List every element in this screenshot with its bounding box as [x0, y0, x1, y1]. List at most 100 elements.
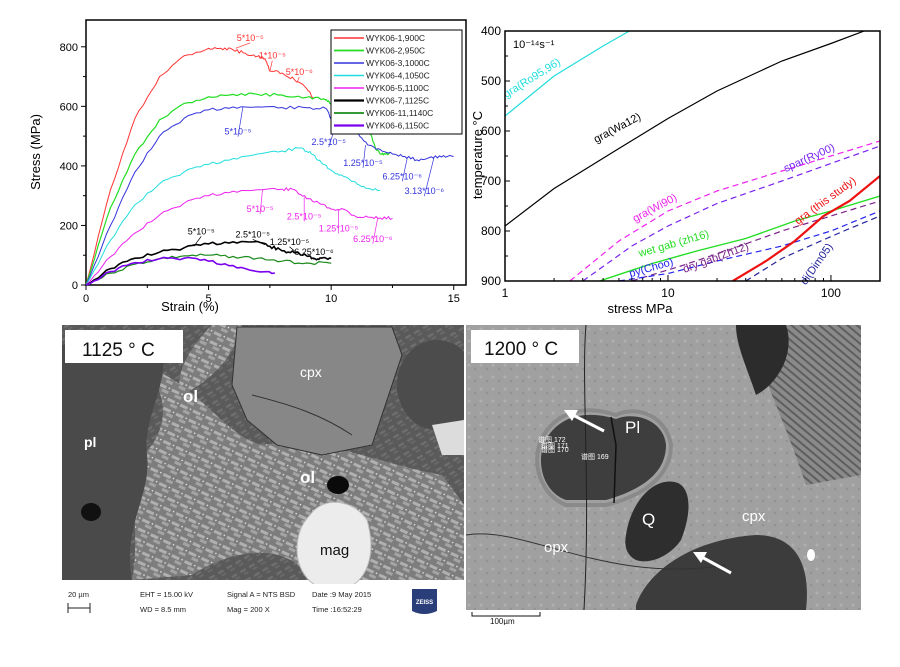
annotation-leader — [269, 60, 273, 72]
flow-law-line-gra-this-study — [732, 175, 880, 281]
strain-rate-annotation: 1.25*10⁻⁵ — [270, 237, 310, 247]
spot-label: 谱图 172 — [538, 435, 566, 444]
strain-rate-annotation: 5*10⁻⁵ — [188, 226, 215, 236]
spot-label: 谱图 171 — [541, 441, 569, 450]
flow-law-label: gra(Wi90) — [631, 192, 679, 225]
strain-rate-annotation: 5*10⁻⁵ — [237, 33, 264, 43]
phase-label-cpx: cpx — [742, 508, 766, 525]
signal-value: Signal A = NTS BSD — [227, 590, 296, 599]
annotation-leader — [401, 158, 408, 182]
flow-law-line-dry-gab-zh12 — [631, 200, 880, 281]
sem-image-1200: 1200 ° C Pl Q opx cpx 谱图 172 谱图 171 谱图 1… — [465, 324, 868, 626]
stress-strain-chart: 5*10⁻⁵ 1*10⁻⁵ 5*10⁻⁶ 5*10⁻⁵ 2.5*10⁻⁵ 1.25*10⁻… — [0, 0, 470, 325]
strain-rate-annotation: 5*10⁻⁵ — [247, 204, 274, 214]
annotation-leader — [252, 239, 266, 246]
y-tick-label: 600 — [60, 101, 78, 113]
scale-bar-label: 20 µm — [68, 590, 89, 599]
series-line-wyk06-6-1150c — [85, 256, 275, 286]
annotation-leader — [372, 217, 379, 244]
series-line-wyk06-4-1050c — [85, 147, 381, 286]
plot-frame — [85, 19, 467, 286]
y-axis-label: Stress (MPa) — [28, 114, 43, 190]
flow-law-line-spar-ry00 — [582, 145, 880, 281]
scale-bar — [67, 603, 91, 613]
flow-law-label: wet gab (zh16) — [636, 228, 710, 260]
strain-rate-annotation: 3.13*10⁻⁶ — [405, 186, 445, 196]
temperature-label: 1200 ° C — [484, 339, 558, 360]
legend-entry: WYK06-7,1125C — [366, 96, 429, 106]
legend-entry: WYK06-1,900C — [366, 33, 425, 43]
annotation-leader — [193, 236, 202, 247]
temperature-label: 1125 ° C — [82, 340, 155, 361]
legend-entry: WYK06-3,1000C — [366, 58, 430, 68]
x-axis-label: Strain (%) — [161, 299, 219, 314]
x-tick-label: 15 — [448, 293, 460, 305]
x-axis-label: stress MPa — [607, 301, 673, 316]
y-tick-label: 600 — [481, 124, 501, 138]
phase-label-pl: Pl — [625, 418, 640, 437]
strain-rate-annotation: 5*10⁻⁶ — [286, 67, 313, 77]
y-tick-label: 0 — [72, 280, 78, 292]
series-line-wyk06-3-1000c — [85, 105, 454, 286]
flow-law-label: spar(Ry00) — [782, 142, 837, 175]
phase-label-opx: opx — [544, 539, 569, 556]
flow-law-line-gra-ro95-96 — [505, 31, 630, 117]
y-axis-label: temperature °C — [470, 111, 485, 199]
annotation-leader — [235, 42, 251, 49]
annotation-leader — [362, 145, 366, 168]
strain-rate-annotation: 1*10⁻⁵ — [259, 51, 286, 61]
scale-bar — [471, 612, 541, 617]
series-line-wyk06-5-1100c — [85, 186, 393, 286]
strain-rate-annotation: 2.5*10⁻⁵ — [311, 137, 346, 147]
y-tick-label: 800 — [60, 42, 78, 54]
phase-label-q: Q — [642, 510, 655, 529]
strain-rate-annotation: 1.25*10⁻⁵ — [319, 223, 359, 233]
legend-entry: WYK06-4,1050C — [366, 71, 430, 81]
legend: WYK06-1,900C WYK06-2,950C WYK06-3,1000C WYK… — [330, 29, 463, 135]
flow-law-line-di-dim05 — [745, 215, 880, 281]
temperature-label-box — [65, 330, 183, 363]
legend-entry: WYK06-5,1100C — [366, 83, 429, 93]
strain-rate-label: 10⁻¹⁴s⁻¹ — [513, 39, 555, 51]
mag-value: Mag = 200 X — [227, 605, 270, 614]
flow-law-plot: gra(Ro95,96)gra(Wa12)gra(Wi90)spar(Ry00)… — [470, 24, 881, 316]
flow-law-line-py-choo — [618, 210, 880, 281]
scale-bar-label: 100µm — [490, 617, 515, 625]
sem-info-bar — [62, 584, 464, 622]
arrow-annotation — [564, 410, 605, 433]
annotation-leader — [296, 76, 300, 83]
strain-rate-annotation: 5*10⁻⁵ — [225, 127, 252, 137]
annotation-leader — [289, 246, 298, 254]
x-tick-label: 5 — [206, 293, 212, 305]
series-line-wyk06-1-900c — [85, 47, 315, 286]
series-line-wyk06-11-1140c — [85, 253, 332, 286]
x-tick-label: 1 — [502, 286, 509, 300]
sem-image-1125: 1125 ° C cpx ol ol pl mag 20 µm EHT = 15… — [62, 325, 477, 622]
strain-rate-annotation: 2.5*10⁻⁵ — [287, 211, 322, 221]
zeiss-logo-text: ZEISS — [416, 600, 433, 606]
phase-label-ol: ol — [300, 468, 315, 487]
phase-label-ol: ol — [183, 387, 198, 406]
annotation-leader — [237, 106, 244, 137]
stress-strain-plot: 5*10⁻⁵ 1*10⁻⁵5*10⁻⁶ 5*10⁻⁵ 2.5*10⁻⁵ 1.25*10⁻… — [28, 19, 467, 314]
annotation-leader — [423, 156, 435, 197]
y-tick-label: 400 — [60, 161, 78, 173]
sem-micrograph-1200: 1200 ° C Pl Q opx cpx 谱图 172 谱图 171 谱图 1… — [465, 324, 868, 626]
wd-value: WD = 8.5 mm — [140, 605, 186, 614]
x-tick-label: 0 — [83, 293, 89, 305]
legend-entry: WYK06-11,1140C — [366, 108, 433, 118]
spot-label: 谱图 170 — [541, 445, 569, 454]
series-line-wyk06-2-950c — [85, 92, 391, 286]
date-value: Date :9 May 2015 — [312, 590, 371, 599]
y-tick-label: 500 — [481, 74, 501, 88]
spot-label: 谱图 169 — [581, 452, 609, 461]
flow-law-chart: gra(Ro95,96) gra(Wa12) gra(Wi90) spar(Ry00)… — [470, 0, 900, 325]
eht-value: EHT = 15.00 kV — [140, 590, 193, 599]
legend-entry: WYK06-2,950C — [366, 46, 425, 56]
strain-rate-annotation: 1.25*10⁻⁵ — [343, 158, 383, 168]
time-value: Time :16:52:29 — [312, 605, 362, 614]
y-tick-label: 900 — [481, 274, 501, 288]
temperature-label-box — [471, 330, 579, 363]
x-tick-label: 10 — [325, 293, 337, 305]
y-tick-label: 200 — [60, 220, 78, 232]
